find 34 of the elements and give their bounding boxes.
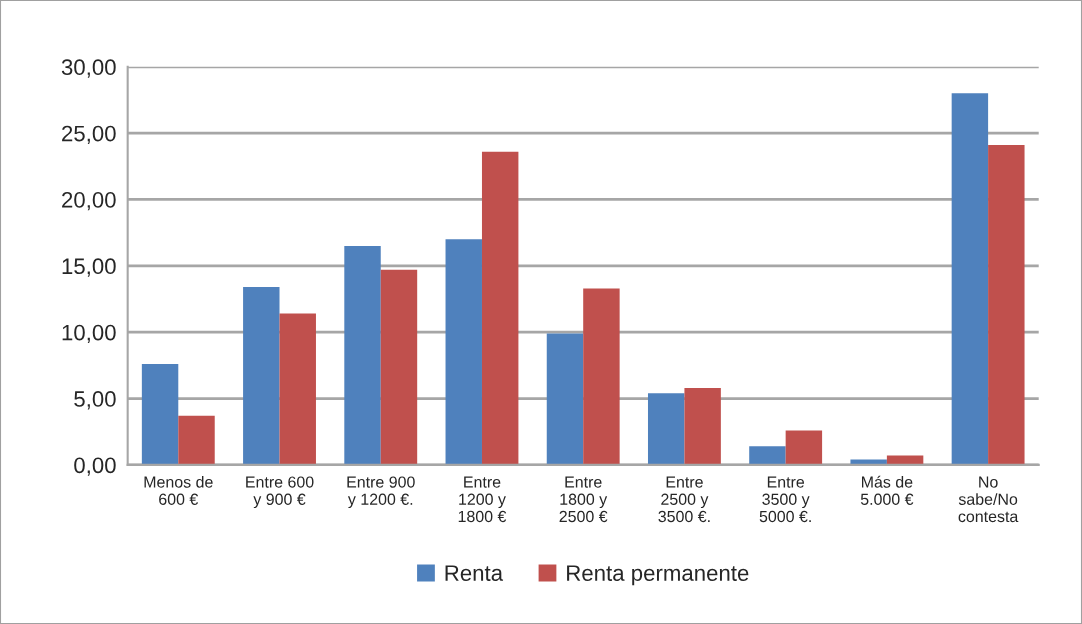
bar: [243, 287, 280, 465]
bar: [749, 446, 786, 465]
x-tick-label: No sabe/No contesta: [958, 476, 1019, 523]
bar: [647, 393, 685, 465]
x-tick-label: Menos de 600 €: [144, 475, 213, 505]
bar: [178, 415, 215, 465]
bar: [481, 151, 519, 465]
x-tick-label: Entre 1800 y 2500 €: [559, 476, 608, 523]
x-tick-label: Más de 5.000 €: [860, 475, 914, 505]
x-tick-label: Entre 600 y 900 €: [246, 476, 314, 509]
bar: [785, 430, 823, 465]
y-tick-label: 25,00: [62, 125, 116, 145]
bar: [445, 239, 482, 465]
x-tick-label: Entre 900 y 1200 €.: [347, 476, 415, 509]
bar: [988, 145, 1025, 465]
legend-label: Renta: [445, 565, 504, 581]
y-tick-label: 30,00: [61, 59, 116, 78]
bar: [344, 245, 381, 465]
bar: [380, 269, 418, 465]
bar: [583, 288, 620, 465]
legend-label: Renta permanente: [567, 565, 749, 586]
y-tick-label: 15,00: [62, 258, 116, 277]
bar: [141, 364, 179, 465]
y-tick-label: 20,00: [62, 192, 116, 211]
y-tick-label: 0,00: [74, 457, 116, 476]
x-tick-label: Entre 1200 y 1800 €: [458, 476, 507, 523]
x-tick-label: Entre 3500 y 5000 €.: [759, 476, 811, 523]
bar: [546, 333, 584, 465]
y-tick-label: 5,00: [74, 391, 116, 410]
y-tick-label: 10,00: [62, 324, 116, 344]
bar: [684, 387, 721, 465]
x-tick-label: Entre 2500 y 3500 €.: [658, 476, 710, 523]
bar: [279, 313, 316, 465]
bar: [951, 93, 989, 465]
